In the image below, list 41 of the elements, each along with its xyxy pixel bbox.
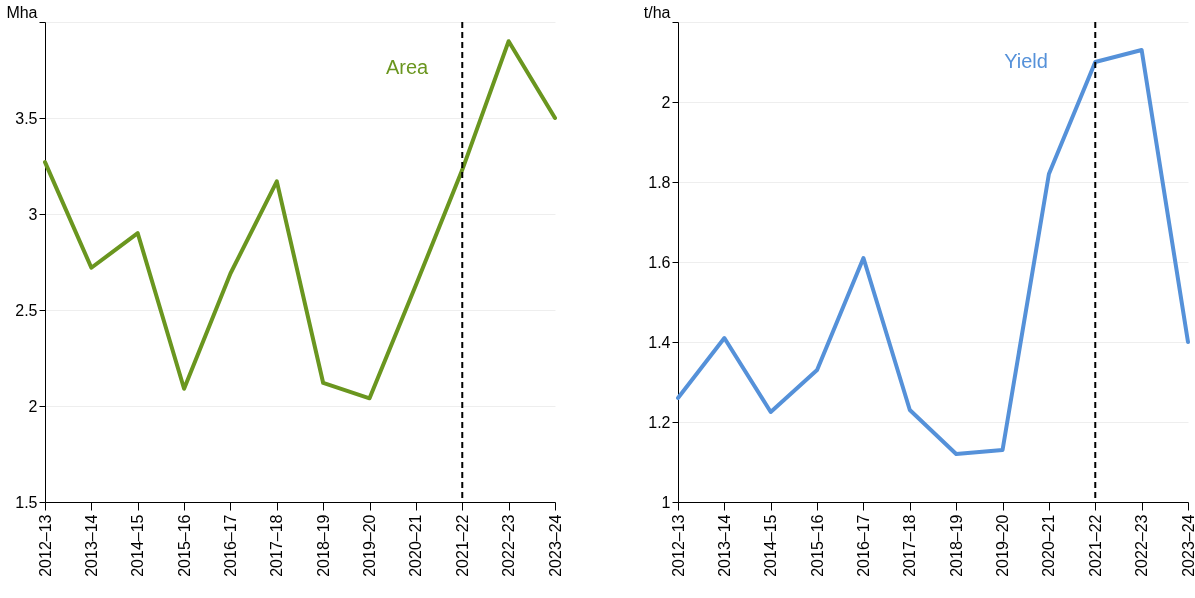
x-tick-label: 2019–20: [994, 514, 1012, 577]
y-tick-label: 1.8: [648, 173, 671, 191]
x-tick-label: 2018–19: [314, 514, 332, 577]
x-tick-label: 2013–14: [715, 514, 733, 577]
x-tick-label: 2015–16: [175, 514, 193, 577]
y-tick-label: 1.6: [648, 253, 671, 271]
y-tick-label: 3: [28, 205, 38, 223]
x-tick-label: 2016–17: [854, 514, 872, 577]
x-tick-label: 2014–15: [762, 514, 780, 577]
x-tick-label: 2023–24: [1179, 514, 1195, 577]
text: Area: [385, 56, 429, 78]
x-tick-label: 2014–15: [129, 514, 147, 577]
y-tick-label: 2.5: [15, 301, 38, 319]
x-tick-label: 2022–23: [500, 514, 518, 577]
x-tick-label: 2020–21: [1040, 514, 1058, 577]
x-tick-label: 2012–13: [36, 514, 54, 577]
y-axis-title: t/ha: [643, 3, 671, 21]
y-tick-label: 1: [661, 493, 671, 511]
x-tick-label: 2018–19: [947, 514, 965, 577]
line-series: [676, 48, 1190, 456]
x-tick-label: 2016–17: [221, 514, 239, 577]
x-tick-label: 2019–20: [361, 514, 379, 577]
y-axis-title: Mha: [6, 3, 38, 21]
x-tick-label: 2021–22: [1086, 514, 1104, 577]
x-tick-label: 2022–23: [1133, 514, 1151, 577]
x-tick-label: 2015–16: [808, 514, 826, 577]
y-tick-label: 3.5: [15, 109, 38, 127]
x-tick-label: 2013–14: [82, 514, 100, 577]
x-tick-label: 2023–24: [546, 514, 564, 577]
y-tick-label: 1.4: [648, 333, 671, 351]
x-tick-label: 2021–22: [453, 514, 471, 577]
x-tick-label: 2017–18: [901, 514, 919, 577]
y-tick-label: 1.5: [15, 493, 38, 511]
x-tick-label: 2020–21: [407, 514, 425, 577]
y-tick-label: 2: [661, 93, 671, 111]
y-tick-label: 2: [28, 397, 38, 415]
x-tick-label: 2012–13: [669, 514, 687, 577]
x-tick-label: 2017–18: [268, 514, 286, 577]
y-tick-label: 1.2: [648, 413, 671, 431]
series-label: Yield: [1004, 50, 1048, 72]
line-series: [43, 39, 557, 401]
